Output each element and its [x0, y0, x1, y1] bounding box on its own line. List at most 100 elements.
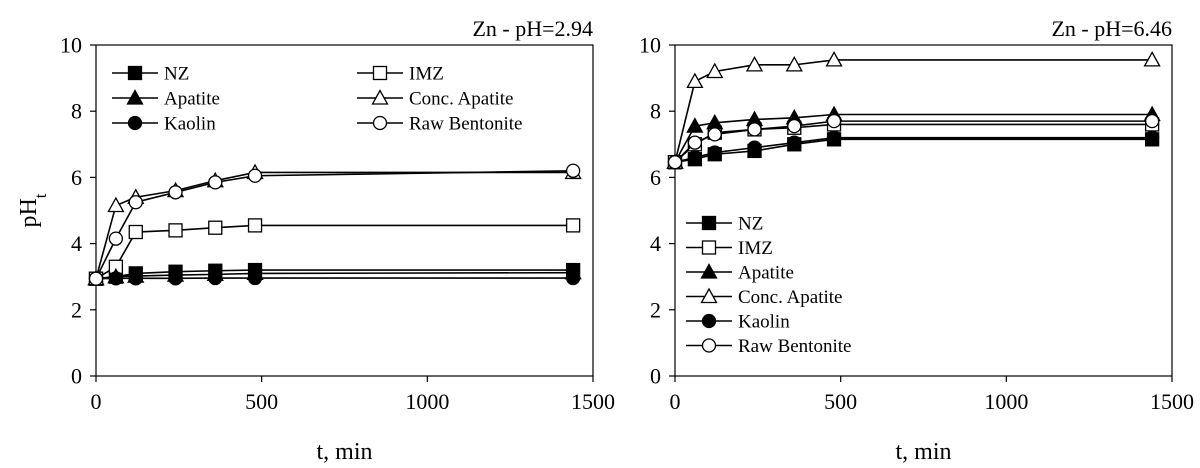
panel-2-legend-kaolin-label: Kaolin [738, 312, 790, 333]
panel-2-series-kaolin-point [1144, 130, 1160, 145]
panel-2-legend-conc-apatite-swatch-marker [700, 287, 718, 304]
panel-2-series-kaolin-point [687, 150, 703, 165]
panel-2-series-kaolin-point [826, 130, 842, 145]
panel-2-series-nz-line [674, 138, 1153, 163]
panel-2-y-tick-label: 10 [639, 33, 661, 58]
panel-1-y-tick-label: 4 [71, 231, 82, 256]
panel-2-legend-nz-swatch-marker [701, 215, 717, 231]
panel-2-series-conc-apatite-point [1143, 51, 1161, 67]
panel-1-y-axis-label: pHt [16, 193, 50, 227]
panel-2-y-tick-label: 6 [650, 165, 661, 190]
panel-1-legend-imz-swatch-marker [372, 65, 388, 81]
panel-1-series-raw-bentonite-point [128, 195, 143, 210]
panel-2-series-raw-bentonite-point [687, 135, 703, 150]
panel-1-legend-kaolin: Kaolin [112, 114, 216, 135]
panel-2-series-kaolin-point [747, 140, 762, 155]
panel-2-series-raw-bentonite-point [787, 118, 802, 134]
panel-2-legend-kaolin-swatch-marker [701, 313, 717, 329]
panel-1-legend-conc-apatite-label: Conc. Apatite [409, 89, 513, 110]
panel-2-legend-conc-apatite-label: Conc. Apatite [738, 287, 842, 308]
panel-1-legend-nz-swatch-marker [127, 65, 143, 81]
panel-2-series-raw-bentonite-line [674, 120, 1153, 163]
panel-1-group: 0 2 4 6 8 10 0 500 1000 1500 Zn - pH=2.94 t, min pHt… [16, 16, 615, 465]
panel-2-series-raw-bentonite-point [826, 113, 842, 129]
panel-2-x-axis-label: t, min [895, 439, 951, 463]
panel-1-series-raw-bentonite-point [247, 168, 263, 183]
panel-2-series-raw-bentonite [667, 113, 1160, 170]
panel-1-series-imz [88, 218, 581, 286]
panel-1-plot-frame [95, 44, 594, 377]
panel-1-series-imz-point [128, 224, 143, 240]
panel-1-x-tick-label: 1000 [405, 389, 449, 414]
panel-2-series-kaolin-point [787, 135, 802, 150]
panel-1-series-kaolin-point [168, 271, 183, 286]
panel-1-series-kaolin-point [108, 271, 124, 286]
panel-1-x-axis-label: t, min [316, 439, 372, 463]
panel-1-legend-imz: IMZ [357, 64, 444, 85]
panel-1-legend-raw-bentonite-swatch-marker [372, 115, 388, 131]
panel-2-legend-apatite-swatch-marker [700, 263, 718, 279]
panel-1-legend-nz-label: NZ [164, 64, 189, 85]
panel-2-series-imz [667, 117, 1160, 170]
panel-2-series-conc-apatite-line [674, 59, 1153, 163]
panel-2-legend-nz: NZ [686, 214, 763, 235]
panel-2-y-tick-label: 0 [650, 364, 661, 389]
panel-2-series-kaolin-line [674, 136, 1153, 163]
panel-2-title: Zn - pH=6.46 [1051, 16, 1172, 41]
panel-2-legend-kaolin: Kaolin [686, 312, 790, 333]
panel-1-y-tick-label: 0 [71, 364, 82, 389]
panel-1-series-imz-point [208, 220, 223, 235]
panel-2-x-tick-label: 0 [670, 389, 681, 414]
panel-1-title: Zn - pH=2.94 [472, 16, 593, 41]
panel-2-series-conc-apatite-point [686, 72, 704, 89]
panel-1-series-raw-bentonite-point [208, 175, 223, 190]
panel-1-legend-conc-apatite-swatch-marker [371, 89, 389, 105]
panel-2-series-kaolin-point [707, 145, 722, 160]
panel-1-legend-raw-bentonite: Raw Bentonite [357, 114, 522, 135]
panel-1-series-apatite [87, 263, 582, 286]
panel-1-x-tick-label: 1500 [571, 389, 615, 414]
panel-1-series-imz-point [168, 223, 183, 238]
panel-1-legend-kaolin-swatch-marker [127, 115, 143, 131]
panel-1-series-conc-apatite-point [107, 196, 125, 213]
panel-1-series-nz [88, 262, 581, 286]
panel-2-x-tick-label: 500 [824, 389, 857, 414]
panel-1-legend-apatite: Apatite [112, 89, 220, 110]
panel-2-series-conc-apatite-point [745, 56, 764, 72]
panel-1-legend-kaolin-label: Kaolin [164, 114, 216, 135]
panel-2-series-conc-apatite-point [706, 62, 724, 79]
panel-1-legend-imz-label: IMZ [409, 64, 444, 85]
panel-1-series-kaolin-line [95, 277, 574, 280]
panel-1-series-kaolin-point [565, 270, 581, 286]
panel-1-series-kaolin-point [247, 270, 263, 286]
panel-2-legend-nz-label: NZ [738, 214, 763, 235]
panel-1-series-imz-point [565, 218, 581, 233]
panel-2-legend-imz-label: IMZ [738, 238, 773, 259]
panel-2-series-conc-apatite [666, 51, 1161, 169]
panel-2-legend-imz: IMZ [686, 238, 773, 259]
panel-1-y-tick-label: 8 [71, 99, 82, 124]
panel-2-legend-raw-bentonite-swatch-marker [701, 338, 717, 353]
panel-2-series-raw-bentonite-point [707, 127, 722, 142]
panel-2-legend-raw-bentonite-label: Raw Bentonite [738, 336, 851, 357]
panel-1-x-tick-label: 0 [91, 389, 102, 414]
panel-1-y-tick-label: 6 [71, 165, 82, 190]
panel-1-legend-raw-bentonite-label: Raw Bentonite [409, 114, 522, 135]
panel-1-series-raw-bentonite-point [168, 185, 183, 200]
panel-2-series-kaolin [667, 130, 1160, 170]
panel-2-legend-apatite-label: Apatite [738, 263, 794, 284]
panel-1-series-kaolin-point [208, 270, 223, 286]
panel-1-legend-apatite-swatch-marker [126, 89, 144, 105]
panel-2-plot-frame [674, 44, 1173, 377]
panel-2-series-apatite-point [686, 117, 704, 133]
panel-2-legend: NZ IMZ Apatite Conc. Apatite Kaolin Raw Bento… [686, 214, 851, 357]
panel-2-legend-imz-swatch-marker [701, 240, 717, 255]
panel-2-y-tick-label: 8 [650, 99, 661, 124]
panel-2-y-tick-label: 4 [650, 231, 661, 256]
panel-1-y-tick-label: 10 [60, 33, 82, 58]
panel-2-x-tick-label: 1500 [1150, 389, 1194, 414]
panel-2-legend-raw-bentonite: Raw Bentonite [686, 336, 851, 357]
panel-1-series-raw-bentonite-point [88, 271, 104, 286]
panel-2-group: 0 2 4 6 8 10 0 500 1000 1500 Zn - pH=6.46 t, min NZ I… [639, 16, 1194, 465]
